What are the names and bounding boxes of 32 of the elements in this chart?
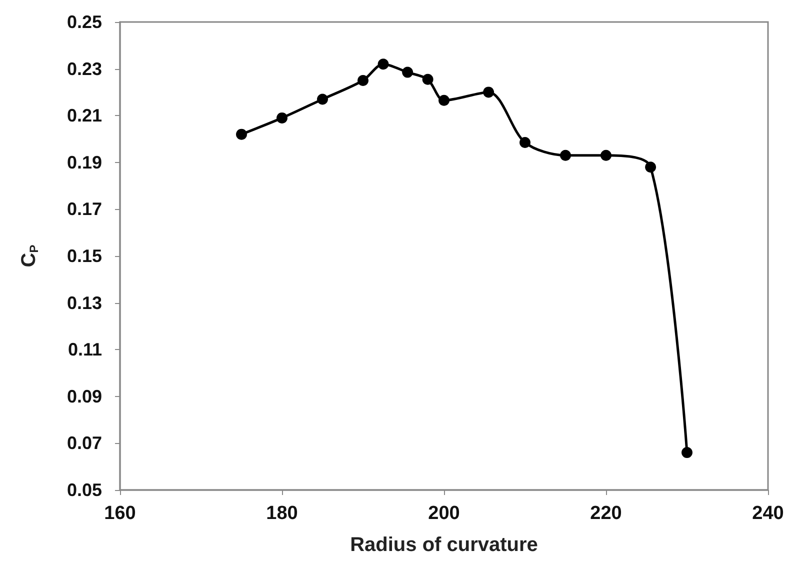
point bbox=[378, 58, 389, 70]
y-tick-label: 0.17 bbox=[66, 199, 102, 220]
point bbox=[317, 94, 328, 105]
point bbox=[682, 447, 692, 458]
point bbox=[560, 150, 571, 161]
point bbox=[276, 112, 288, 124]
y-tick-label: 0.15 bbox=[66, 246, 102, 266]
point bbox=[483, 86, 494, 98]
point bbox=[358, 75, 368, 86]
y-tick-label: 0.19 bbox=[66, 152, 102, 172]
y-tick-label: 0.09 bbox=[66, 386, 102, 406]
y-tick-label: 0.07 bbox=[66, 433, 102, 454]
point bbox=[645, 162, 656, 173]
x-tick-label: 200 bbox=[428, 503, 460, 524]
point bbox=[438, 94, 450, 106]
y-tick-label: 0.13 bbox=[66, 292, 102, 313]
y-tick-label: 0.23 bbox=[66, 58, 102, 79]
x-tick-label: 240 bbox=[752, 503, 784, 524]
point bbox=[236, 128, 247, 140]
y-tick-label: 0.11 bbox=[68, 340, 102, 360]
y-tick-label: 0.21 bbox=[66, 106, 102, 126]
point bbox=[600, 150, 612, 161]
x-axis-title: Radius of curvature bbox=[350, 534, 538, 556]
point bbox=[422, 74, 434, 85]
y-tick-label: 0.05 bbox=[66, 480, 102, 500]
point bbox=[520, 137, 530, 148]
x-tick-label: 180 bbox=[266, 503, 298, 524]
y-tick-label: 0.25 bbox=[66, 12, 102, 32]
x-tick-label: 220 bbox=[590, 503, 622, 524]
x-tick-label: 160 bbox=[104, 503, 136, 524]
y-axis-title: CP bbox=[18, 244, 41, 268]
point bbox=[402, 66, 414, 78]
